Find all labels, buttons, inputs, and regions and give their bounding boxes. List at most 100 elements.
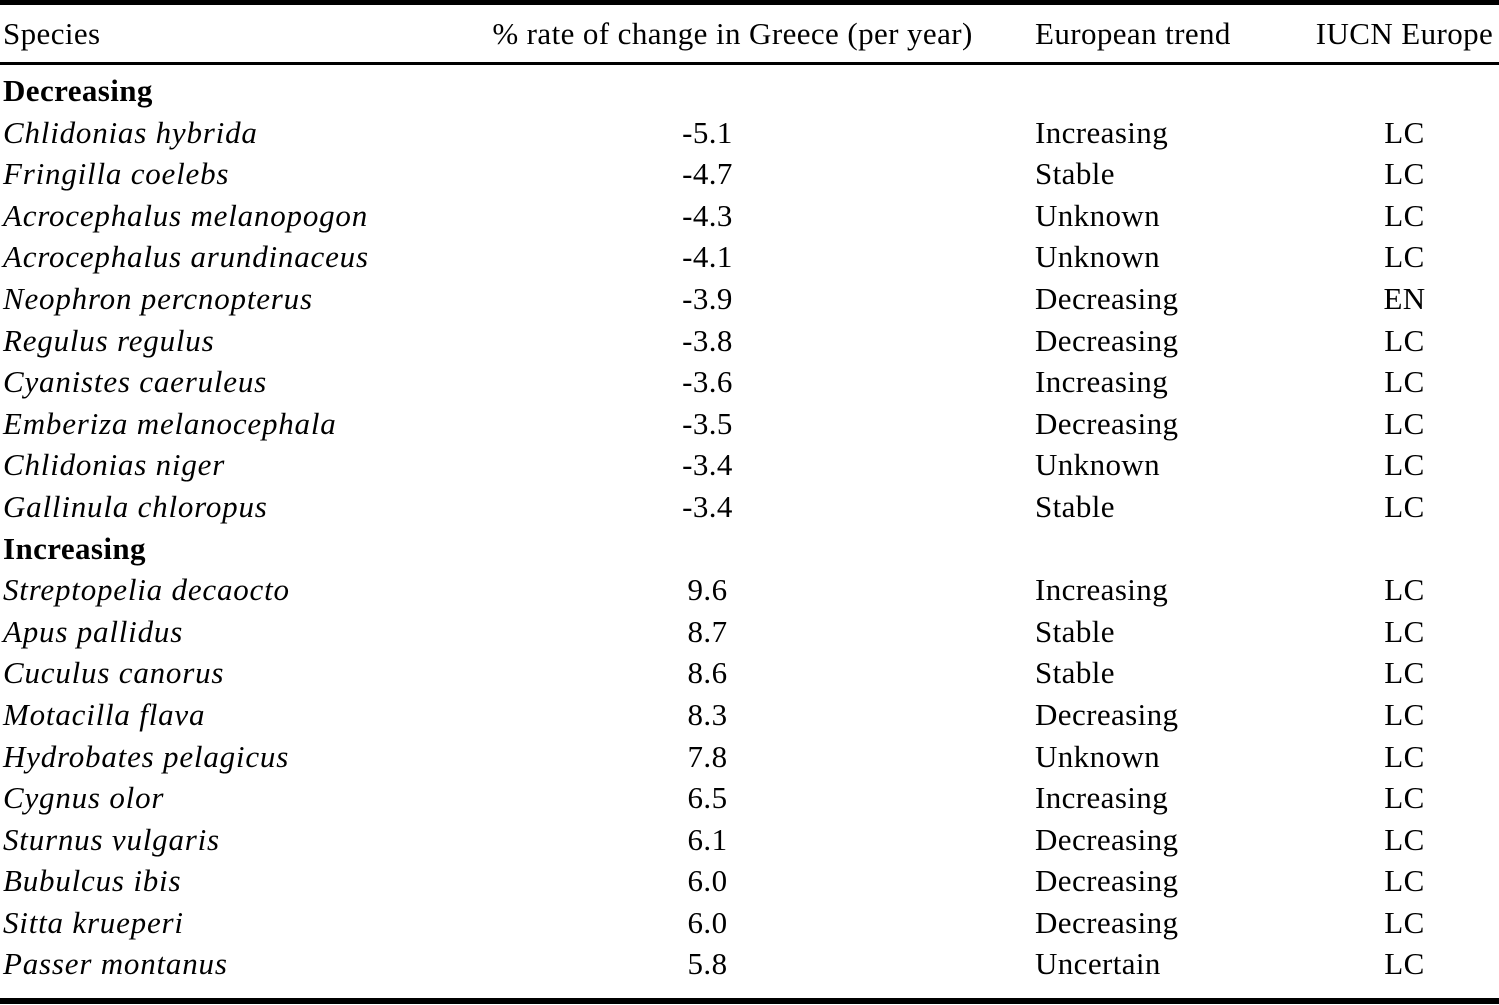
species-row: Chlidonias niger -3.4 Unknown LC: [0, 444, 1499, 486]
trend-cell: [1020, 528, 1290, 570]
rate-cell: -5.1: [682, 114, 733, 150]
species-row: Passer montanus 5.8 Uncertain LC: [0, 943, 1499, 1001]
rate-cell: 6.5: [687, 780, 728, 816]
species-row: Regulus regulus -3.8 Decreasing LC: [0, 320, 1499, 362]
trend-cell: Decreasing: [1035, 405, 1179, 441]
iucn-cell: LC: [1384, 572, 1425, 608]
trend-cell: Unknown: [1035, 447, 1161, 483]
trend-cell: Unknown: [1035, 738, 1161, 774]
species-row: Apus pallidus 8.7 Stable LC: [0, 611, 1499, 653]
iucn-cell: LC: [1384, 239, 1425, 275]
trend-cell: Uncertain: [1035, 946, 1161, 982]
species-cell: Cygnus olor: [3, 780, 165, 816]
species-cell: Gallinula chloropus: [3, 488, 268, 524]
species-row: Sturnus vulgaris 6.1 Decreasing LC: [0, 819, 1499, 861]
iucn-cell: LC: [1384, 821, 1425, 857]
iucn-cell: LC: [1384, 863, 1425, 899]
species-cell: Acrocephalus melanopogon: [3, 197, 369, 233]
rate-cell: -3.5: [682, 405, 733, 441]
trend-cell: Increasing: [1035, 780, 1169, 816]
rate-cell: -4.7: [682, 156, 733, 192]
section-row: Decreasing: [0, 64, 1499, 112]
iucn-cell: LC: [1384, 488, 1425, 524]
species-row: Cyanistes caeruleus -3.6 Increasing LC: [0, 361, 1499, 403]
iucn-cell: [1290, 64, 1499, 112]
section-label: Increasing: [3, 530, 146, 566]
species-cell: Bubulcus ibis: [3, 863, 182, 899]
column-header-species: Species: [0, 2, 445, 65]
rate-cell: 5.8: [687, 946, 728, 982]
species-cell: Passer montanus: [3, 946, 228, 982]
header-row: Species % rate of change in Greece (per …: [0, 2, 1499, 65]
iucn-cell: LC: [1384, 780, 1425, 816]
trend-cell: Stable: [1035, 613, 1115, 649]
species-cell: Regulus regulus: [3, 322, 215, 358]
species-cell: Acrocephalus arundinaceus: [3, 239, 369, 275]
iucn-cell: [1290, 528, 1499, 570]
rate-cell: -4.3: [682, 197, 733, 233]
species-cell: Apus pallidus: [3, 613, 184, 649]
species-row: Motacilla flava 8.3 Decreasing LC: [0, 694, 1499, 736]
iucn-cell: LC: [1384, 904, 1425, 940]
table-body: Decreasing Chlidonias hybrida -5.1 Increasi…: [0, 64, 1499, 1002]
species-cell: Cyanistes caeruleus: [3, 364, 268, 400]
species-row: Neophron percnopterus -3.9 Decreasing EN: [0, 278, 1499, 320]
section-label: Decreasing: [3, 73, 153, 108]
rate-cell: -3.8: [682, 322, 733, 358]
species-cell: Fringilla coelebs: [3, 156, 230, 192]
trend-cell: Unknown: [1035, 239, 1161, 275]
species-cell: Chlidonias niger: [3, 447, 226, 483]
trend-cell: Increasing: [1035, 114, 1169, 150]
trend-cell: Stable: [1035, 156, 1115, 192]
species-row: Cuculus canorus 8.6 Stable LC: [0, 652, 1499, 694]
species-row: Gallinula chloropus -3.4 Stable LC: [0, 486, 1499, 528]
species-row: Hydrobates pelagicus 7.8 Unknown LC: [0, 736, 1499, 778]
trend-cell: Decreasing: [1035, 280, 1179, 316]
species-cell: Emberiza melanocephala: [3, 405, 337, 441]
trend-cell: Increasing: [1035, 572, 1169, 608]
rate-cell: 6.1: [687, 821, 728, 857]
species-cell: Neophron percnopterus: [3, 280, 313, 316]
trend-cell: Decreasing: [1035, 821, 1179, 857]
trend-cell: Unknown: [1035, 197, 1161, 233]
species-row: Cygnus olor 6.5 Increasing LC: [0, 777, 1499, 819]
trend-cell: Stable: [1035, 655, 1115, 691]
column-header-european-trend: European trend: [1020, 2, 1290, 65]
rate-cell: -4.1: [682, 239, 733, 275]
trend-cell: Decreasing: [1035, 322, 1179, 358]
rate-cell: [445, 64, 1020, 112]
rate-cell: -3.4: [682, 488, 733, 524]
species-row: Sitta krueperi 6.0 Decreasing LC: [0, 902, 1499, 944]
section-row: Increasing: [0, 528, 1499, 570]
species-row: Acrocephalus arundinaceus -4.1 Unknown LC: [0, 236, 1499, 278]
species-cell: Cuculus canorus: [3, 655, 225, 691]
rate-cell: 8.3: [687, 696, 728, 732]
rate-cell: -3.9: [682, 280, 733, 316]
iucn-cell: LC: [1384, 738, 1425, 774]
table-header: Species % rate of change in Greece (per …: [0, 2, 1499, 65]
species-cell: Hydrobates pelagicus: [3, 738, 290, 774]
species-row: Emberiza melanocephala -3.5 Decreasing LC: [0, 403, 1499, 445]
trend-cell: Decreasing: [1035, 696, 1179, 732]
rate-cell: [445, 528, 1020, 570]
trend-cell: Decreasing: [1035, 863, 1179, 899]
rate-cell: 8.6: [687, 655, 728, 691]
trend-cell: Increasing: [1035, 364, 1169, 400]
species-row: Bubulcus ibis 6.0 Decreasing LC: [0, 860, 1499, 902]
rate-cell: -3.6: [682, 364, 733, 400]
column-header-rate-of-change: % rate of change in Greece (per year): [445, 2, 1020, 65]
species-cell: Sitta krueperi: [3, 904, 184, 940]
iucn-cell: LC: [1384, 156, 1425, 192]
trend-cell: Stable: [1035, 488, 1115, 524]
species-row: Chlidonias hybrida -5.1 Increasing LC: [0, 112, 1499, 154]
species-row: Streptopelia decaocto 9.6 Increasing LC: [0, 569, 1499, 611]
trend-cell: Decreasing: [1035, 904, 1179, 940]
rate-cell: 6.0: [687, 904, 728, 940]
iucn-cell: LC: [1384, 322, 1425, 358]
rate-cell: 8.7: [687, 613, 728, 649]
iucn-cell: LC: [1384, 197, 1425, 233]
column-header-iucn-europe: IUCN Europe: [1290, 2, 1499, 65]
iucn-cell: LC: [1384, 114, 1425, 150]
species-row: Acrocephalus melanopogon -4.3 Unknown LC: [0, 195, 1499, 237]
